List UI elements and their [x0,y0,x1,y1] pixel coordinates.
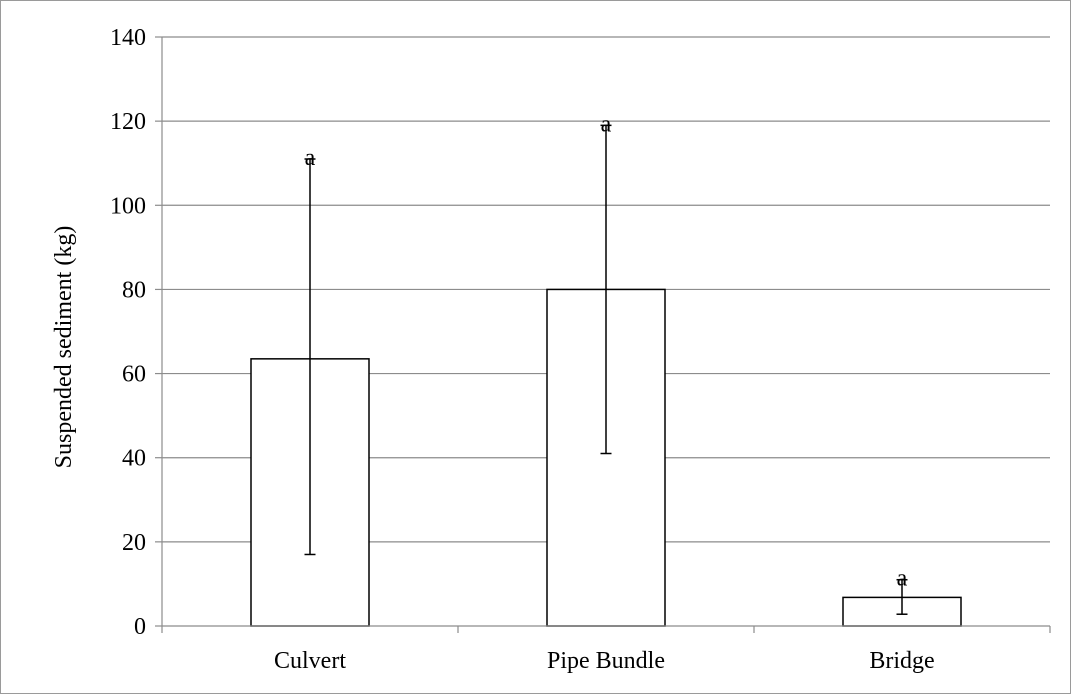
y-tick-label-40: 40 [122,446,146,472]
significance-letter-pipe-bundle: a [601,111,612,137]
y-tick-label-120: 120 [110,109,146,135]
x-tick-label-culvert: Culvert [274,648,346,674]
y-axis-title: Suspended sediment (kg) [51,226,77,469]
error-bars [304,124,908,615]
y-tick-label-0: 0 [134,614,146,640]
x-tick-label-bridge: Bridge [869,648,934,674]
y-tick-label-60: 60 [122,362,146,388]
y-tick-label-140: 140 [110,25,146,51]
labels: 0 20 40 60 80 100 120 140 a Culvert a Pipe Bundle a B… [110,25,935,674]
y-tick-label-80: 80 [122,277,146,303]
y-tick-label-100: 100 [110,193,146,219]
x-tick-label-pipe-bundle: Pipe Bundle [547,648,665,674]
significance-letter-culvert: a [305,145,316,171]
y-tick-label-20: 20 [122,530,146,556]
significance-letter-bridge: a [897,566,908,592]
axes [155,36,1051,633]
